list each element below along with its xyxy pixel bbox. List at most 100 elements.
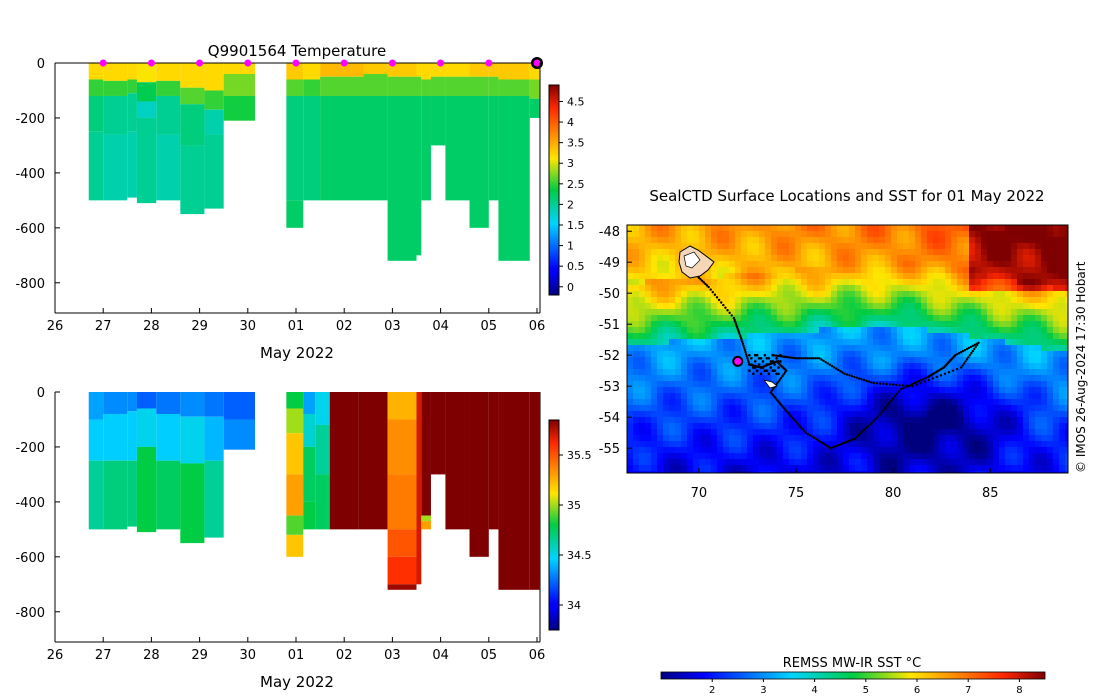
- sst-cell: [705, 459, 712, 466]
- sst-cell: [825, 261, 832, 268]
- sst-cell: [1023, 399, 1030, 406]
- sst-cell: [669, 375, 676, 382]
- sst-cell: [699, 393, 706, 400]
- sst-cell: [813, 471, 820, 473]
- sst-cell: [801, 321, 808, 328]
- sst-cell: [651, 351, 658, 358]
- sst-cell: [921, 321, 928, 328]
- sst-cell: [651, 315, 658, 322]
- sst-cell: [939, 369, 946, 376]
- sst-cell: [945, 357, 952, 364]
- sst-cell: [753, 237, 760, 244]
- sst-cell: [981, 267, 988, 274]
- sst-cell: [789, 279, 796, 286]
- sst-cell: [717, 453, 724, 460]
- sst-cell: [927, 279, 934, 286]
- sst-cell: [1023, 369, 1030, 376]
- sst-cell: [915, 399, 922, 406]
- sst-cell: [1059, 249, 1066, 256]
- sst-cell: [927, 297, 934, 304]
- sst-cell: [723, 393, 730, 400]
- sst-cell: [1017, 255, 1024, 262]
- sst-cell: [837, 279, 844, 286]
- sst-cell: [885, 243, 892, 250]
- track-point: [757, 357, 761, 360]
- sst-cell: [795, 465, 802, 472]
- sst-cell: [711, 381, 718, 388]
- sst-cell: [981, 369, 988, 376]
- sst-cell: [645, 327, 652, 334]
- sst-cell: [675, 291, 682, 298]
- track-point: [750, 363, 753, 366]
- sst-cell: [711, 231, 718, 238]
- sst-cell: [939, 315, 946, 322]
- map-frame: [626, 224, 1069, 474]
- sst-cell: [789, 411, 796, 418]
- temperature-cell: [469, 95, 489, 228]
- sst-cell: [1017, 267, 1024, 274]
- sst-cell: [699, 471, 706, 473]
- sst-cell: [1017, 297, 1024, 304]
- sst-cell: [693, 423, 700, 430]
- sst-cell: [705, 471, 712, 473]
- sst-cell: [849, 297, 856, 304]
- sst-cell: [645, 417, 652, 424]
- sst-cell: [993, 315, 1000, 322]
- sst-cell: [645, 387, 652, 394]
- sst-cell: [1005, 291, 1012, 298]
- sst-cell: [963, 309, 970, 316]
- sst-cell: [843, 303, 850, 310]
- sst-cell: [987, 435, 994, 442]
- sst-cell: [975, 429, 982, 436]
- sst-cell: [975, 273, 982, 280]
- sst-cell: [633, 405, 640, 412]
- track-point: [734, 322, 737, 325]
- sst-cell: [813, 411, 820, 418]
- temperature-cell: [430, 95, 446, 146]
- sst-cell: [675, 375, 682, 382]
- sst-cell: [849, 333, 856, 340]
- sst-cell: [747, 339, 754, 346]
- track-point: [702, 281, 705, 284]
- sst-cell: [801, 405, 808, 412]
- sst-cell: [903, 285, 910, 292]
- sst-cell: [1053, 345, 1060, 352]
- sst-cell: [693, 303, 700, 310]
- sst-cell: [807, 285, 814, 292]
- sst-cell: [735, 393, 742, 400]
- sst-cell: [831, 357, 838, 364]
- sst-cell: [945, 303, 952, 310]
- sst-cell: [969, 357, 976, 364]
- sst-cell: [1041, 321, 1048, 328]
- sst-cell: [711, 465, 718, 472]
- sst-cell: [897, 417, 904, 424]
- sst-cell: [933, 453, 940, 460]
- sst-cell: [717, 351, 724, 358]
- sst-cell: [723, 231, 730, 238]
- sst-cell: [771, 465, 778, 472]
- sst-cell: [921, 351, 928, 358]
- sst-cell: [657, 363, 664, 370]
- sst-cell: [885, 297, 892, 304]
- sst-cell: [1023, 447, 1030, 454]
- sst-cell: [753, 381, 760, 388]
- sst-cell: [843, 471, 850, 473]
- track-point: [769, 360, 773, 363]
- sst-cell: [813, 267, 820, 274]
- sst-cell: [1017, 231, 1024, 238]
- sst-cell: [639, 363, 646, 370]
- sst-cell: [675, 231, 682, 238]
- sst-cell: [885, 471, 892, 473]
- sst-cell: [933, 321, 940, 328]
- sst-cell: [933, 471, 940, 473]
- sst-cell: [873, 267, 880, 274]
- sst-cell: [657, 399, 664, 406]
- sst-cell: [891, 429, 898, 436]
- sst-cell: [777, 303, 784, 310]
- sst-cell: [753, 243, 760, 250]
- sst-cell: [657, 273, 664, 280]
- sst-cell: [957, 351, 964, 358]
- sst-cell: [957, 411, 964, 418]
- sst-cell: [771, 351, 778, 358]
- sst-cell: [669, 411, 676, 418]
